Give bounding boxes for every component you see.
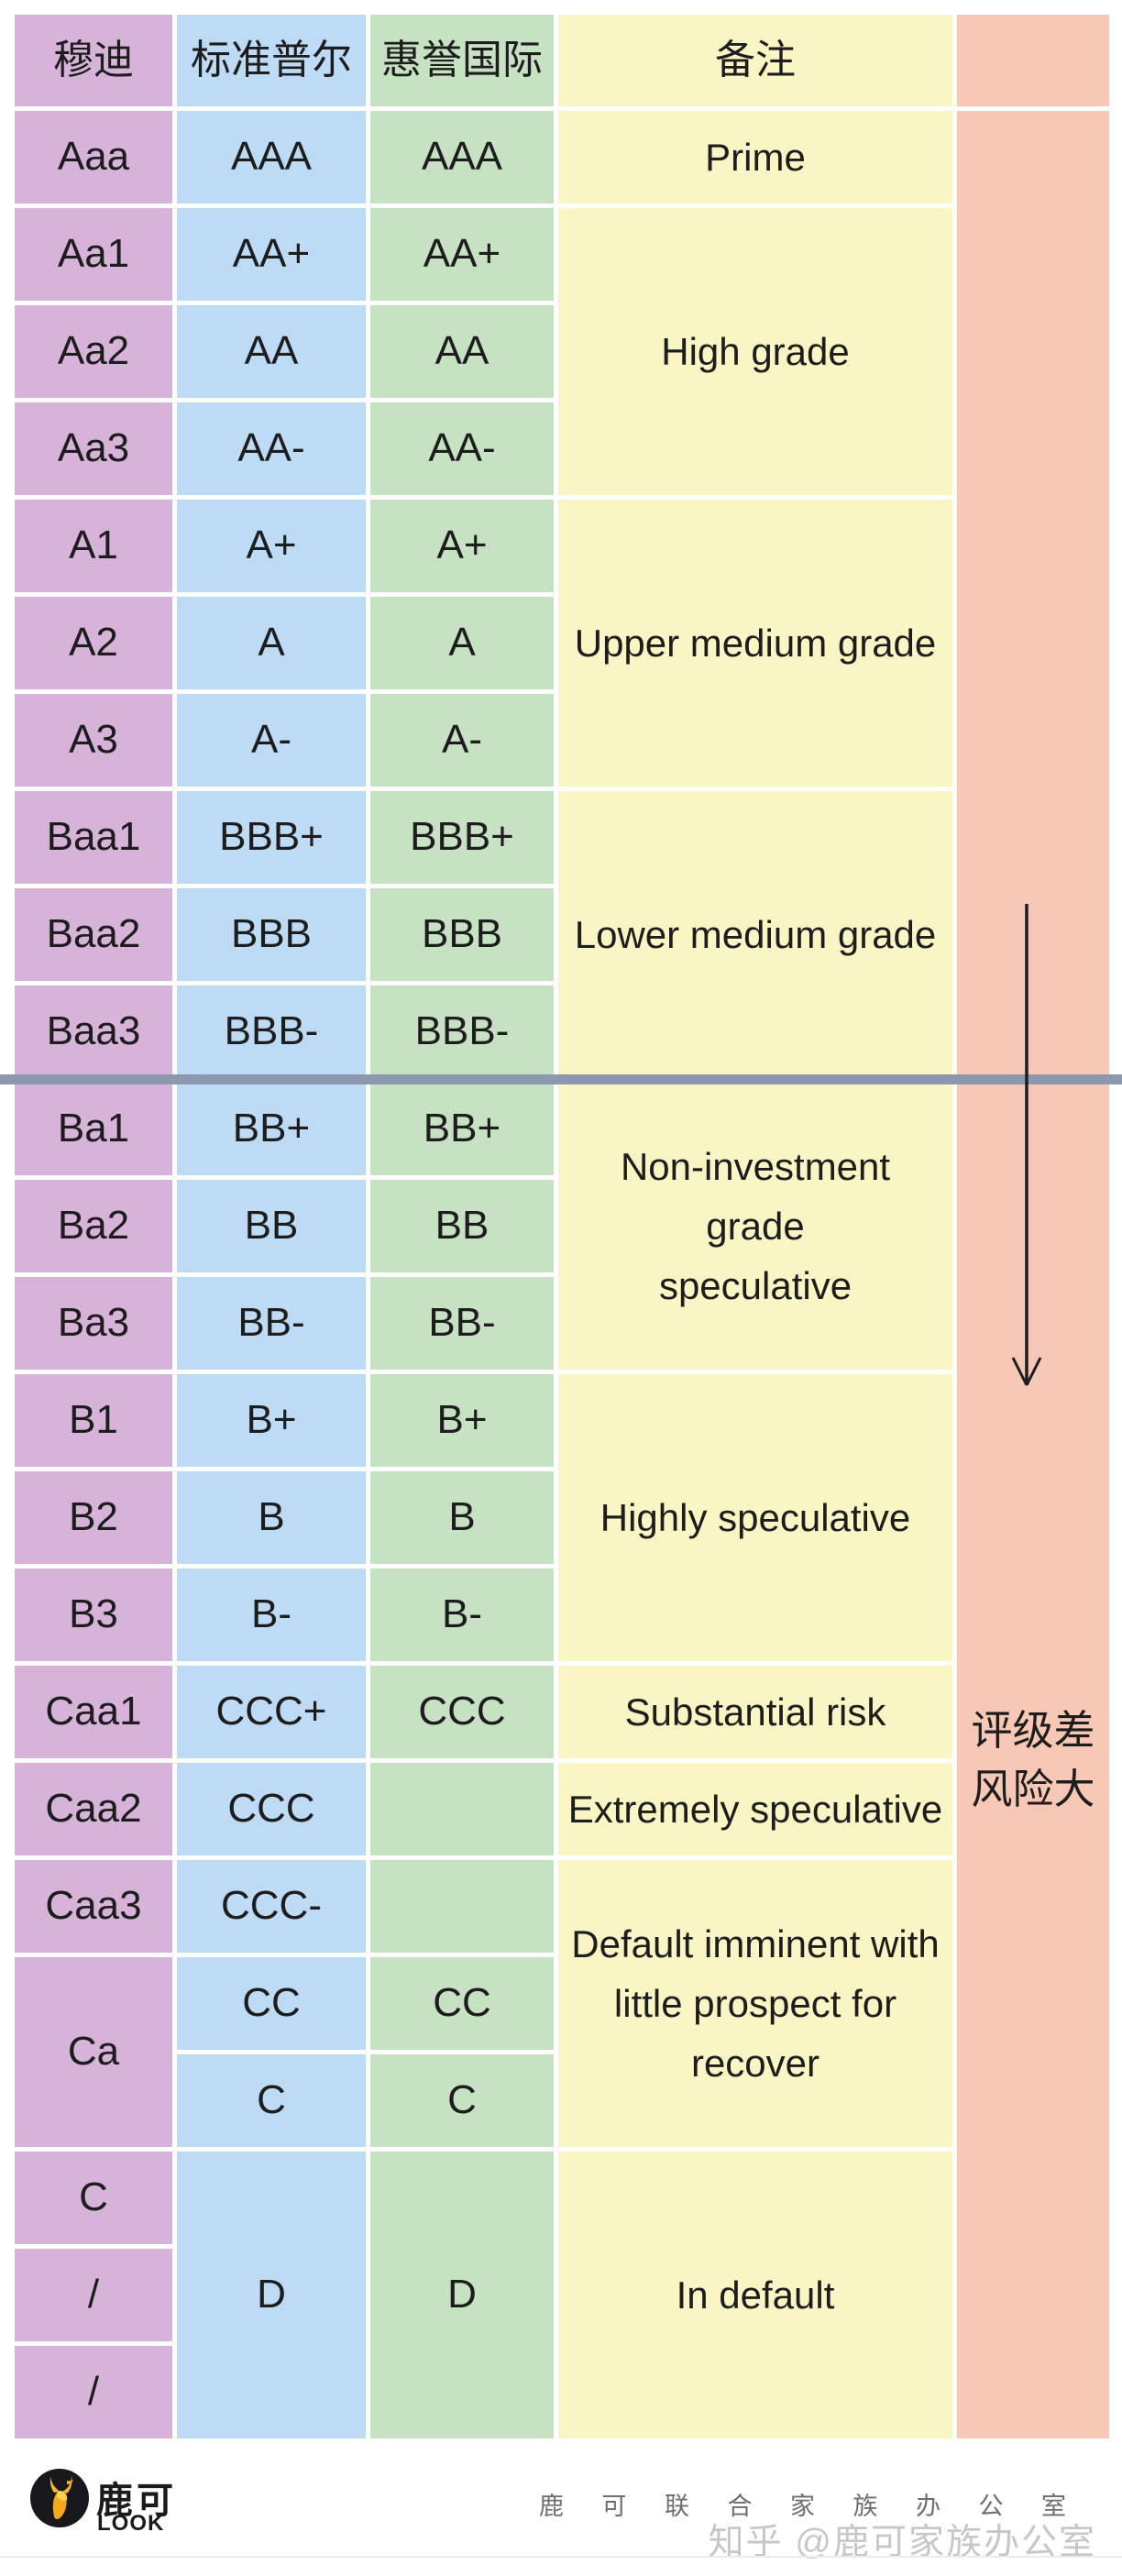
cell-fitch-r5: A+ [370,500,554,592]
cell-sp-r21: C [177,2054,366,2147]
header-fitch: 惠誉国际 [370,15,554,106]
rating-table: 穆迪 Aaa Aa1 Aa2 Aa3 A1 A2 A3 Baa1 Baa2 Baa3 Ba1 Ba2 Ba… [15,15,1109,2438]
cell-sp-r22: D [177,2152,366,2438]
cell-fitch-r3: AA [370,305,554,398]
cell-sp-r6: A [177,597,366,689]
cell-note-r19: Default imminent with little prospect fo… [558,1860,952,2147]
cell-sp-r15: B [177,1471,366,1564]
cell-moody-r14: B1 [15,1374,172,1467]
look-logo: 鹿可 LOOK [30,2469,269,2536]
cell-fitch-r1: AAA [370,111,554,204]
risk-label-line1: 评级差 [971,1707,1095,1754]
cell-moody-r20: Ca [15,1957,172,2147]
cell-sp-r4: AA- [177,402,366,495]
cell-fitch-r18 [370,1763,554,1855]
cell-moody-r17: Caa1 [15,1666,172,1758]
cell-moody-r19: Caa3 [15,1860,172,1953]
header-sp: 标准普尔 [177,15,366,106]
down-arrow-icon [1011,904,1042,1386]
cell-sp-r5: A+ [177,500,366,592]
cell-fitch-r11: BB+ [370,1083,554,1175]
cell-note-r5: Upper medium grade [558,500,952,787]
risk-label: 评级差 风险大 [957,1701,1109,1819]
cell-moody-r22: C [15,2152,172,2244]
cell-fitch-r10: BBB- [370,985,554,1078]
zhihu-watermark: 知乎 @鹿可家族办公室 [708,2523,1096,2562]
cell-moody-r24: / [15,2346,172,2438]
cell-moody-r10: Baa3 [15,985,172,1078]
cell-note-r22: In default [558,2152,952,2438]
cell-moody-r5: A1 [15,500,172,592]
cell-note-r1: Prime [558,111,952,204]
cell-moody-r4: Aa3 [15,402,172,495]
cell-moody-r6: A2 [15,597,172,689]
cell-note-r8: Lower medium grade [558,791,952,1078]
cell-moody-r12: Ba2 [15,1180,172,1272]
cell-note-r14: Highly speculative [558,1374,952,1661]
header-moody: 穆迪 [15,15,172,106]
cell-sp-r13: BB- [177,1277,366,1370]
cell-moody-r2: Aa1 [15,208,172,301]
cell-sp-r19: CCC- [177,1860,366,1953]
logo-cn-text: 鹿可 [96,2481,177,2521]
cell-fitch-r4: AA- [370,402,554,495]
cell-fitch-r17: CCC [370,1666,554,1758]
cell-fitch-r9: BBB [370,888,554,981]
cell-sp-r1: AAA [177,111,366,204]
cell-sp-r8: BBB+ [177,791,366,884]
investment-grade-divider [0,1074,1122,1084]
cell-sp-r10: BBB- [177,985,366,1078]
header-note: 备注 [558,15,952,106]
cell-moody-r23: / [15,2249,172,2341]
cell-sp-r17: CCC+ [177,1666,366,1758]
cell-moody-r11: Ba1 [15,1083,172,1175]
cell-sp-r18: CCC [177,1763,366,1855]
cell-fitch-r15: B [370,1471,554,1564]
cell-fitch-r13: BB- [370,1277,554,1370]
cell-sp-r14: B+ [177,1374,366,1467]
cell-fitch-r16: B- [370,1569,554,1661]
cell-fitch-r19 [370,1860,554,1953]
cell-fitch-r7: A- [370,694,554,787]
footer-company-name: 鹿 可 联 合 家 族 办 公 室 [538,2493,1082,2520]
cell-sp-r7: A- [177,694,366,787]
cell-fitch-r22: D [370,2152,554,2438]
cell-moody-r13: Ba3 [15,1277,172,1370]
deer-logo-icon [30,2469,89,2527]
cell-note-r17: Substantial risk [558,1666,952,1758]
cell-sp-r9: BBB [177,888,366,981]
cell-sp-r16: B- [177,1569,366,1661]
cell-fitch-r6: A [370,597,554,689]
cell-fitch-r14: B+ [370,1374,554,1467]
cell-moody-r1: Aaa [15,111,172,204]
cell-fitch-r20: CC [370,1957,554,2050]
cell-sp-r2: AA+ [177,208,366,301]
cell-moody-r9: Baa2 [15,888,172,981]
cell-moody-r15: B2 [15,1471,172,1564]
cell-moody-r7: A3 [15,694,172,787]
cell-note-r11: Non-investment grade speculative [558,1083,952,1370]
cell-moody-r8: Baa1 [15,791,172,884]
cell-moody-r18: Caa2 [15,1763,172,1855]
cell-risk-r1 [957,111,1109,2438]
footer-divider-line [0,2556,1122,2558]
cell-fitch-r21: C [370,2054,554,2147]
cell-fitch-r8: BBB+ [370,791,554,884]
cell-sp-r12: BB [177,1180,366,1272]
cell-fitch-r2: AA+ [370,208,554,301]
cell-fitch-r12: BB [370,1180,554,1272]
cell-moody-r3: Aa2 [15,305,172,398]
cell-sp-r11: BB+ [177,1083,366,1175]
cell-sp-r20: CC [177,1957,366,2050]
logo-en-text: LOOK [97,2511,165,2536]
cell-note-r2: High grade [558,208,952,495]
header-risk [957,15,1109,106]
cell-moody-r16: B3 [15,1569,172,1661]
cell-note-r18: Extremely speculative [558,1763,952,1855]
cell-sp-r3: AA [177,305,366,398]
risk-label-line2: 风险大 [971,1765,1095,1812]
